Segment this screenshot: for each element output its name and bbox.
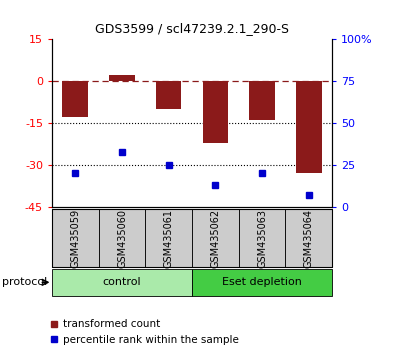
Text: control: control <box>103 277 141 287</box>
Bar <box>52 269 192 296</box>
Bar <box>239 209 285 267</box>
Bar <box>62 81 88 118</box>
Text: GSM435059: GSM435059 <box>70 209 80 268</box>
Bar <box>249 81 275 120</box>
Text: protocol: protocol <box>2 278 47 287</box>
Bar <box>192 209 239 267</box>
Text: Eset depletion: Eset depletion <box>222 277 302 287</box>
Text: GSM435063: GSM435063 <box>257 209 267 268</box>
Bar <box>99 209 145 267</box>
Bar <box>285 209 332 267</box>
Text: GSM435064: GSM435064 <box>304 209 314 268</box>
Text: GSM435062: GSM435062 <box>210 209 220 268</box>
Bar <box>202 81 228 143</box>
Legend: transformed count, percentile rank within the sample: transformed count, percentile rank withi… <box>45 315 243 349</box>
Bar <box>109 75 135 81</box>
Bar <box>156 81 182 109</box>
Bar <box>52 209 99 267</box>
Text: GSM435061: GSM435061 <box>164 209 174 268</box>
Text: GSM435060: GSM435060 <box>117 209 127 268</box>
Bar <box>192 269 332 296</box>
Bar <box>296 81 322 173</box>
Title: GDS3599 / scl47239.2.1_290-S: GDS3599 / scl47239.2.1_290-S <box>95 22 289 35</box>
Bar <box>145 209 192 267</box>
